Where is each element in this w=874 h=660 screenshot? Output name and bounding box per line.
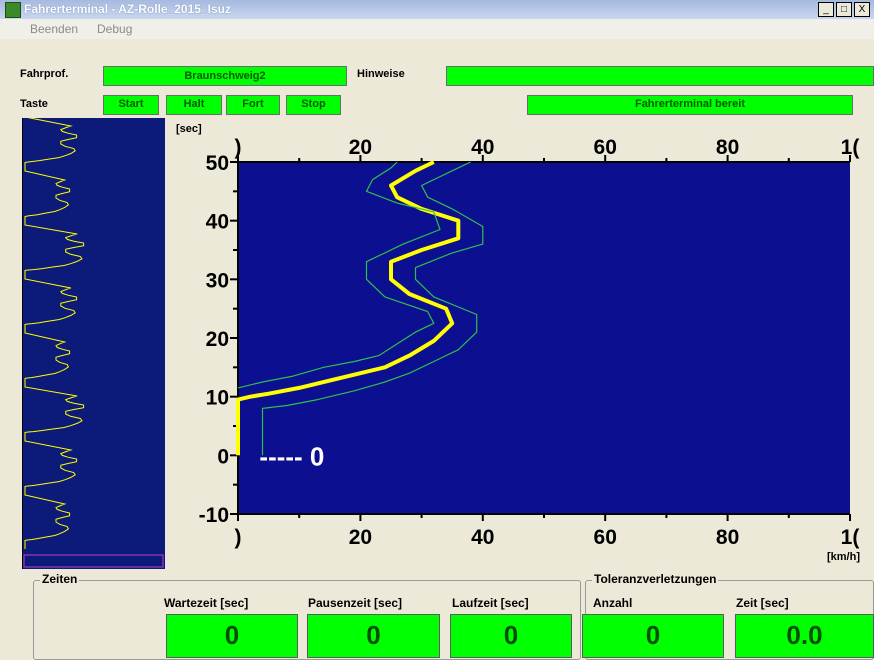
series-tolerance-left xyxy=(237,161,441,389)
y-tick-label: -10 xyxy=(199,504,229,527)
times-group-title: Zeiten xyxy=(40,572,80,586)
x-tick-label-top: 1( xyxy=(841,136,860,159)
wait-time-value: 0 xyxy=(166,614,298,658)
x-tick-label-top: 80 xyxy=(716,136,739,159)
plot-area xyxy=(238,162,850,514)
x-tick-label-bottom: 40 xyxy=(471,526,494,549)
x-axis-unit: [km/h] xyxy=(827,551,860,563)
x-tick-label-bottom: 80 xyxy=(716,526,739,549)
speed-chart-svg: )) 20 20 40 40 60 60 80 80 1( 1( -10 0 10 20 30 40 50 [sec… xyxy=(176,123,860,563)
window-title: Fahrerterminal - AZ-Rolle_2015_Isuz xyxy=(24,2,231,16)
tolerance-group-title: Toleranzverletzungen xyxy=(592,572,719,586)
violations-time-value: 0.0 xyxy=(735,614,874,658)
overview-trace xyxy=(24,71,85,549)
title-bar xyxy=(0,0,874,19)
start-button[interactable]: Start xyxy=(103,95,159,115)
close-button[interactable]: X xyxy=(854,2,870,17)
x-tick-label-bottom: 60 xyxy=(594,526,617,549)
x-tick-label-bottom: 20 xyxy=(349,526,372,549)
x-tick-label-bottom: ) xyxy=(235,526,242,549)
series-profile xyxy=(236,160,461,456)
halt-button[interactable]: Halt xyxy=(166,95,222,115)
menu-item-debug[interactable]: Debug xyxy=(97,22,133,36)
speed-chart: )) 20 20 40 40 60 60 80 80 1( 1( -10 0 10 20 30 40 50 [sec… xyxy=(166,118,874,572)
x-tick-label-top: 20 xyxy=(349,136,372,159)
hints-label: Hinweise xyxy=(357,68,405,80)
x-tick-label-bottom: 1( xyxy=(841,526,860,549)
fort-button[interactable]: Fort xyxy=(226,95,280,115)
y-tick-label: 20 xyxy=(206,328,229,351)
wait-time-label: Wartezeit [sec] xyxy=(164,596,249,610)
violations-count-value: 0 xyxy=(582,614,724,658)
y-tick-label: 50 xyxy=(206,152,229,175)
profile-label: Fahrprof. xyxy=(20,68,69,80)
pause-time-value: 0 xyxy=(307,614,440,658)
y-tick-label: 0 xyxy=(217,445,229,468)
marker-label: ----- 0 xyxy=(259,441,324,471)
minimize-button[interactable]: _ xyxy=(818,2,834,17)
violations-time-label: Zeit [sec] xyxy=(736,596,789,610)
profile-overview-graph xyxy=(23,71,164,568)
overview-position-marker[interactable] xyxy=(23,554,164,568)
menu-bar xyxy=(0,19,874,39)
status-field: Fahrerterminal bereit xyxy=(527,95,853,115)
menu-item-beenden[interactable]: Beenden xyxy=(30,22,79,36)
keys-label: Taste xyxy=(20,98,48,110)
series-tolerance-right xyxy=(261,161,484,456)
run-time-label: Laufzeit [sec] xyxy=(452,596,529,610)
stop-button[interactable]: Stop xyxy=(286,95,341,115)
x-tick-label-top: 40 xyxy=(471,136,494,159)
maximize-button[interactable]: □ xyxy=(836,2,852,17)
y-tick-label: 10 xyxy=(206,387,229,410)
y-tick-label: 30 xyxy=(206,269,229,292)
app-icon xyxy=(5,2,21,18)
y-axis-unit: [sec] xyxy=(176,123,202,135)
x-tick-label-top: 60 xyxy=(594,136,617,159)
y-tick-label: 40 xyxy=(206,211,229,234)
profile-field: Braunschweig2 xyxy=(103,66,347,86)
violations-count-label: Anzahl xyxy=(593,596,633,610)
pause-time-label: Pausenzeit [sec] xyxy=(308,596,403,610)
hints-field xyxy=(446,66,874,86)
run-time-value: 0 xyxy=(450,614,572,658)
x-tick-label-top: ) xyxy=(235,136,242,159)
profile-overview-panel[interactable] xyxy=(22,71,165,569)
